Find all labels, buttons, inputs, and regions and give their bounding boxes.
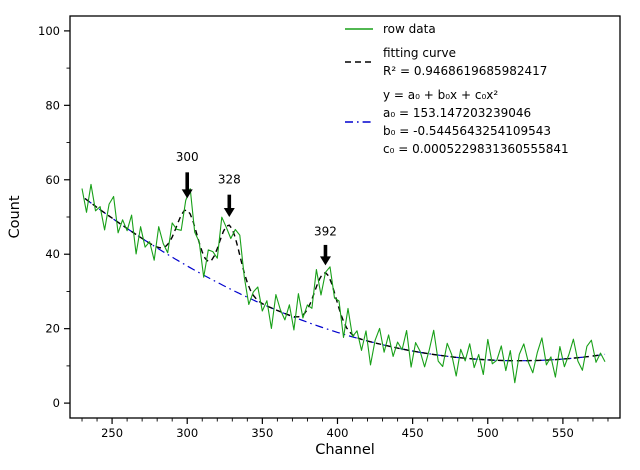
black-dashed-line <box>345 61 373 63</box>
legend-entry: fitting curve R² = 0.9468619685982417 <box>344 44 569 80</box>
y-tick-label: 80 <box>45 98 60 112</box>
x-tick-label: 350 <box>251 426 273 440</box>
y-tick-label: 100 <box>38 24 60 38</box>
y-tick-label: 0 <box>53 396 60 410</box>
legend-line: fitting curve <box>383 46 456 60</box>
legend-label: fitting curve R² = 0.9468619685982417 <box>383 44 547 80</box>
y-tick-label: 20 <box>45 322 60 336</box>
legend-line: c₀ = 0.0005229831360555841 <box>383 142 569 156</box>
peak-arrow-head-392 <box>319 256 331 266</box>
x-tick-label: 400 <box>327 426 349 440</box>
peak-arrow-head-300 <box>181 189 193 199</box>
legend-line: a₀ = 153.147203239046 <box>383 106 532 120</box>
baseline-curve-line <box>84 198 606 362</box>
x-tick-label: 250 <box>101 426 123 440</box>
legend: row data fitting curve R² = 0.946861968598… <box>344 20 569 164</box>
peak-annotation-label-328: 328 <box>218 173 241 187</box>
fitting-curve-line <box>84 197 603 362</box>
legend-line: b₀ = -0.5445643254109543 <box>383 124 552 138</box>
x-tick-label: 550 <box>552 426 574 440</box>
legend-entry: y = a₀ + b₀x + c₀x² a₀ = 153.147203239046… <box>344 86 569 158</box>
legend-label: row data <box>383 20 436 38</box>
peak-arrow-head-328 <box>223 208 235 217</box>
legend-line: R² = 0.9468619685982417 <box>383 64 548 78</box>
row-data-line <box>81 183 606 384</box>
legend-label: y = a₀ + b₀x + c₀x² a₀ = 153.147203239046… <box>383 86 569 158</box>
x-axis-label: Channel <box>315 442 375 458</box>
peak-annotation-label-392: 392 <box>314 225 337 239</box>
y-axis-label: Count <box>7 195 23 238</box>
green-solid-line <box>345 28 373 30</box>
y-tick-label: 60 <box>45 173 60 187</box>
x-tick-label: 500 <box>477 426 499 440</box>
x-tick-label: 450 <box>402 426 424 440</box>
legend-line: y = a₀ + b₀x + c₀x² <box>383 88 499 102</box>
y-tick-label: 40 <box>45 247 60 261</box>
legend-line: row data <box>383 22 436 36</box>
peak-annotation-label-300: 300 <box>176 150 199 164</box>
x-tick-label: 300 <box>176 426 198 440</box>
blue-dashdot-line <box>345 121 373 123</box>
legend-entry: row data <box>344 20 569 38</box>
plot-content: 250 300 350 400 450 500 550 0 20 40 60 80 100 300 328 3… <box>38 15 621 440</box>
